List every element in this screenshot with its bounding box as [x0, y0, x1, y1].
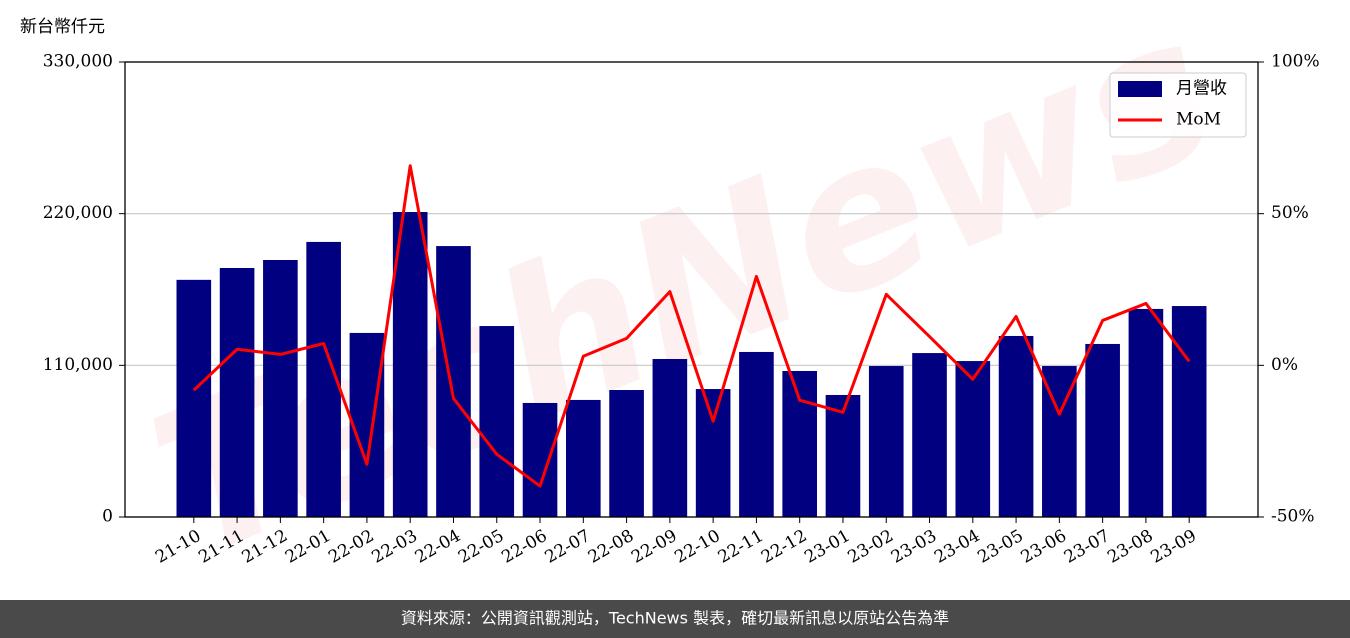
bar	[912, 353, 947, 517]
bar	[825, 394, 861, 517]
y-tick-label: 0	[102, 507, 113, 527]
bar	[219, 267, 255, 517]
bar	[436, 246, 471, 517]
bar	[782, 370, 818, 517]
y-tick-label: 330,000	[43, 52, 113, 72]
y-tick-label: 110,000	[43, 355, 113, 375]
y2-tick-label: 50%	[1271, 203, 1309, 223]
bar	[868, 366, 904, 517]
bar	[955, 361, 991, 517]
bar	[479, 326, 515, 517]
legend-label: MoM	[1176, 110, 1221, 130]
plot-frame	[124, 61, 1259, 518]
bar	[1085, 343, 1120, 517]
bar	[652, 358, 688, 517]
bar	[263, 259, 298, 517]
line	[192, 164, 1191, 488]
y-tick-label: 220,000	[43, 203, 113, 223]
bar	[349, 332, 385, 517]
y2-tick-label: 100%	[1271, 52, 1320, 72]
marks-layer	[176, 164, 1207, 517]
legend-label: 月營收	[1176, 79, 1227, 99]
bar	[695, 389, 731, 517]
bar	[392, 212, 428, 517]
bar	[565, 399, 601, 517]
y-axis-label: 新台幣仟元	[20, 17, 105, 37]
y2-tick-label: -50%	[1271, 507, 1315, 527]
bar	[609, 390, 644, 517]
y2-tick-label: 0%	[1271, 355, 1298, 375]
bar	[998, 335, 1034, 517]
legend-swatch	[1118, 81, 1162, 97]
footer-bar	[0, 600, 1350, 638]
bar	[739, 351, 774, 517]
footer-text: 資料來源：公開資訊觀測站，TechNews 製表，確切最新訊息以原站公告為準	[401, 609, 949, 628]
bar	[176, 279, 212, 517]
bar	[1171, 306, 1207, 517]
bar	[522, 402, 558, 517]
bar	[1128, 308, 1164, 517]
